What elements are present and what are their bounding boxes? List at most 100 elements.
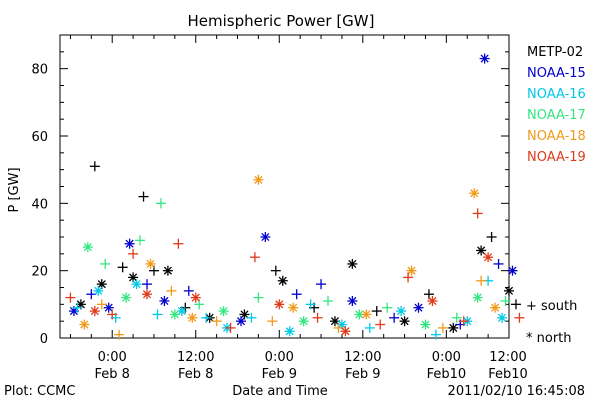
plot-frame: [59, 34, 510, 339]
data-point: [89, 306, 100, 317]
data-point: [142, 289, 153, 300]
data-point: [249, 252, 260, 263]
x-tick-date-label: Feb10: [488, 367, 528, 382]
data-point: [152, 309, 163, 320]
data-point: [507, 265, 518, 276]
data-point: [253, 292, 264, 303]
data-point: [169, 309, 180, 320]
data-point: [510, 299, 521, 310]
y-tick-label: 60: [31, 130, 48, 145]
data-point: [504, 285, 514, 296]
x-tick-label: 0:00: [432, 350, 461, 365]
legend-entry: NOAA-19: [527, 150, 586, 165]
data-point: [323, 295, 334, 306]
data-point: [347, 295, 358, 306]
x-tick-date-label: Feb 8: [178, 367, 213, 382]
data-point: [218, 306, 229, 317]
data-point: [253, 174, 264, 185]
data-point: [284, 326, 295, 337]
data-point: [396, 306, 407, 317]
data-point: [82, 242, 93, 253]
y-tick-label: 0: [40, 332, 48, 347]
data-point: [131, 279, 142, 290]
x-tick-label: 12:00: [489, 350, 526, 365]
data-point: [476, 275, 487, 286]
data-point: [142, 279, 153, 290]
data-point: [316, 279, 327, 290]
data-point: [476, 245, 487, 256]
data-point: [420, 319, 431, 330]
data-point: [490, 302, 501, 313]
x-tick-date-label: Feb 9: [262, 367, 297, 382]
data-point: [166, 285, 177, 296]
data-point: [382, 302, 393, 313]
data-point: [138, 191, 149, 202]
data-point: [183, 285, 194, 296]
data-point: [260, 232, 271, 242]
data-point: [135, 235, 146, 246]
data-point: [65, 292, 76, 303]
data-point: [469, 188, 480, 199]
data-point: [305, 299, 316, 310]
data-point: [312, 312, 323, 323]
data-point: [128, 248, 139, 259]
data-point: [399, 316, 410, 327]
x-tick-date-label: Feb10: [427, 367, 467, 382]
x-axis-label: Date and Time: [232, 384, 328, 399]
data-point: [427, 295, 438, 306]
legend-entry: NOAA-15: [527, 66, 586, 81]
data-point: [114, 329, 125, 340]
data-point: [96, 299, 107, 310]
legend-entry: NOAA-18: [527, 129, 586, 144]
data-point: [288, 302, 299, 313]
data-point: [375, 319, 386, 330]
legend-entry: NOAA-16: [527, 87, 586, 102]
x-tick-date-label: Feb 9: [345, 367, 380, 382]
data-point: [413, 302, 424, 313]
y-tick-label: 40: [31, 197, 48, 212]
footer-timestamp: 2011/02/10 16:45:08: [448, 384, 585, 399]
data-point: [124, 238, 135, 249]
data-point: [291, 289, 302, 300]
data-point: [72, 302, 83, 313]
y-axis-label: P [GW]: [7, 167, 22, 212]
marker-legend-south: + south: [526, 299, 577, 314]
data-point: [472, 292, 483, 303]
data-point: [100, 258, 111, 269]
data-point: [298, 316, 309, 327]
data-point: [155, 198, 166, 209]
data-point: [458, 316, 469, 327]
x-tick-date-label: Feb 8: [94, 367, 129, 382]
data-point: [497, 312, 508, 323]
data-point: [274, 299, 285, 310]
data-point: [107, 309, 118, 320]
data-point: [347, 258, 358, 269]
data-point: [117, 262, 128, 273]
data-point: [93, 285, 104, 296]
data-point: [340, 326, 351, 337]
data-point: [371, 306, 382, 317]
data-point: [437, 322, 448, 333]
data-point: [187, 312, 198, 323]
data-point: [159, 295, 170, 306]
data-point: [121, 292, 132, 303]
data-point: [277, 275, 288, 286]
y-tick-label: 20: [31, 265, 48, 280]
x-tick-label: 0:00: [98, 350, 127, 365]
chart-title: Hemispheric Power [GW]: [188, 12, 375, 30]
data-point: [103, 302, 114, 313]
data-point: [68, 306, 79, 317]
data-point: [403, 272, 414, 283]
data-point: [493, 258, 504, 269]
data-point: [451, 312, 462, 323]
data-point: [389, 312, 400, 323]
data-point: [479, 53, 490, 64]
data-point: [79, 319, 90, 330]
data-point: [89, 161, 100, 172]
footer-plot-credit: Plot: CCMC: [4, 384, 75, 399]
data-point: [430, 329, 441, 340]
data-point: [201, 312, 212, 323]
data-point: [364, 322, 375, 333]
data-point: [267, 316, 278, 327]
data-point: [483, 252, 494, 263]
